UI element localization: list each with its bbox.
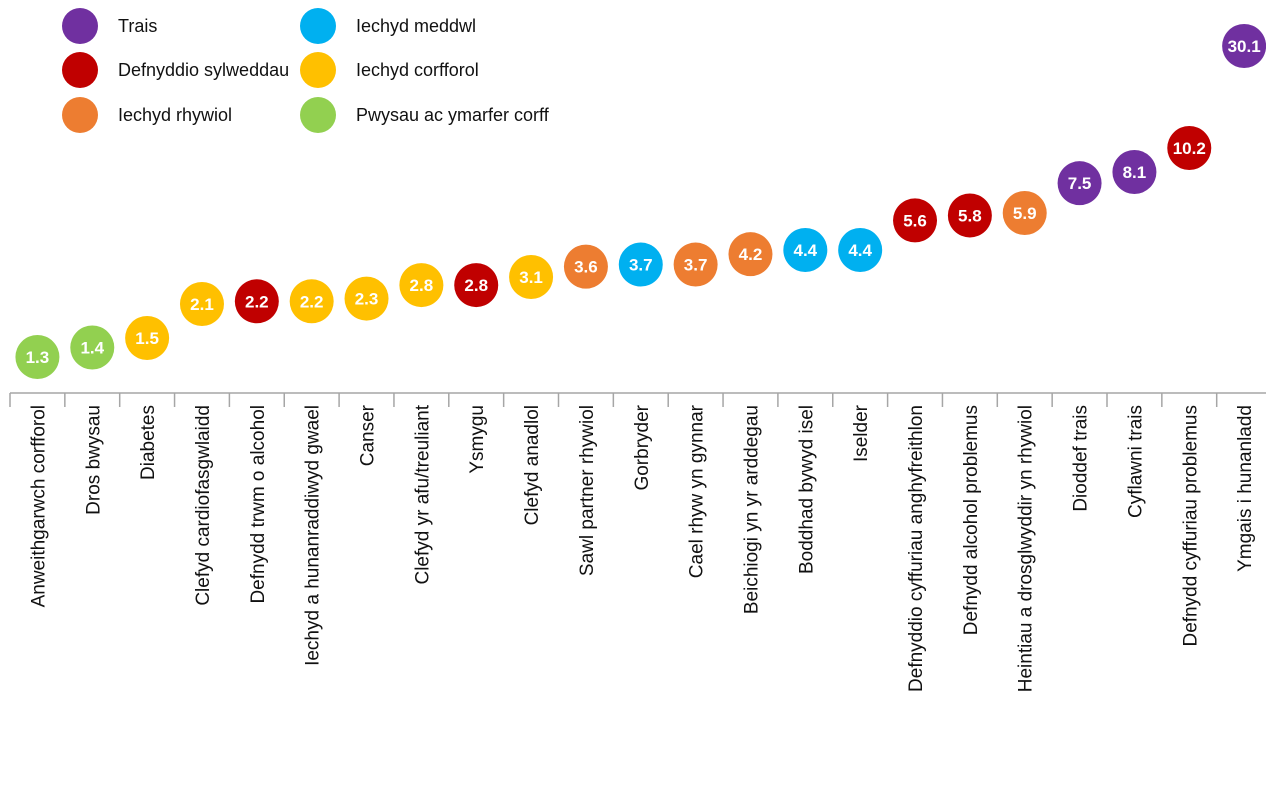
data-label: 1.4	[80, 339, 104, 358]
data-label: 10.2	[1173, 139, 1206, 158]
data-point	[728, 232, 773, 277]
x-tick-label: Ymgais i hunanladd	[1235, 405, 1256, 572]
data-label: 5.6	[903, 211, 927, 230]
data-point	[344, 276, 389, 321]
data-label: 3.7	[629, 256, 653, 275]
data-point	[838, 228, 883, 272]
data-label: 3.7	[684, 256, 708, 275]
data-label: 2.8	[410, 276, 434, 295]
x-tick-label: Clefyd anadlol	[522, 405, 543, 525]
data-point	[399, 263, 444, 308]
legend-swatch-icon	[300, 8, 336, 44]
data-point	[1112, 150, 1157, 194]
data-point	[454, 263, 499, 308]
data-label: 4.4	[848, 241, 872, 260]
x-tick-label: Clefyd yr afu/treuliant	[412, 404, 433, 584]
data-label: 4.2	[739, 245, 763, 264]
data-point	[893, 198, 938, 243]
legend-item-iechyd-corfforol: Iechyd corfforol	[300, 52, 479, 88]
x-tick-label: Clefyd cardiofasgwlaidd	[193, 405, 214, 606]
data-point	[289, 279, 334, 324]
legend-swatch-icon	[300, 52, 336, 88]
legend-label: Iechyd meddwl	[356, 15, 477, 36]
legend-swatch-icon	[62, 8, 98, 44]
legend-item-pwysau-ac-ymarfer-corff: Pwysau ac ymarfer corff	[300, 97, 549, 133]
x-tick-label: Defnydd trwm o alcohol	[248, 405, 269, 604]
x-tick-label: Defnydd cyffuriau problemus	[1180, 405, 1201, 647]
x-tick-label: Boddhad bywyd isel	[796, 405, 817, 574]
data-label: 7.5	[1068, 174, 1092, 193]
x-tick-label: Ysmygu	[467, 405, 488, 474]
data-point	[15, 335, 60, 379]
data-point	[947, 193, 992, 238]
data-label: 30.1	[1228, 37, 1261, 56]
data-label: 2.2	[245, 292, 269, 311]
data-point	[125, 316, 170, 360]
data-label: 2.1	[190, 295, 214, 314]
x-tick-label: Canser	[358, 404, 379, 466]
x-tick-label: Gorbryder	[632, 404, 653, 490]
x-tick-label: Beichiogi yn yr arddegau	[741, 405, 762, 614]
legend-swatch-icon	[62, 97, 98, 133]
x-tick-label: Dros bwysau	[83, 405, 104, 515]
data-point	[509, 255, 554, 299]
legend-item-iechyd-meddwl: Iechyd meddwl	[300, 8, 476, 44]
data-point	[1222, 24, 1266, 68]
legend-item-trais: Trais	[62, 8, 157, 44]
data-point	[234, 279, 279, 324]
x-tick-label: Cael rhyw yn gynnar	[687, 404, 708, 578]
x-tick-label: Iselder	[851, 404, 872, 462]
data-label: 8.1	[1123, 163, 1147, 182]
legend-label: Iechyd corfforol	[356, 59, 479, 80]
x-tick-label: Dioddef trais	[1071, 405, 1092, 512]
x-tick-label: Diabetes	[138, 405, 159, 480]
data-label: 5.9	[1013, 204, 1037, 223]
data-label: 2.3	[355, 290, 379, 309]
data-label: 3.1	[519, 268, 543, 287]
data-point	[618, 242, 663, 287]
legend-label: Iechyd rhywiol	[118, 104, 233, 125]
legend-label: Pwysau ac ymarfer corff	[356, 104, 549, 125]
data-point	[673, 242, 718, 287]
data-label: 2.2	[300, 292, 324, 311]
x-tick-label: Heintiau a drosglwyddir yn rhywiol	[1016, 405, 1037, 692]
data-label: 5.8	[958, 206, 982, 225]
data-point	[783, 228, 828, 272]
x-tick-label: Defnyddio cyffuriau anghyfreithlon	[906, 405, 927, 692]
legend-swatch-icon	[62, 52, 98, 88]
x-tick-label: Defnydd alcohol problemus	[961, 405, 982, 635]
data-point	[1057, 161, 1102, 206]
data-point	[563, 244, 608, 289]
legend-label: Defnyddio sylweddau	[118, 59, 290, 80]
data-label: 2.8	[464, 276, 488, 295]
data-label: 3.6	[574, 258, 598, 277]
data-point	[1167, 126, 1212, 170]
legend-item-defnyddio-sylweddau: Defnyddio sylweddau	[62, 52, 289, 88]
data-label: 1.5	[135, 329, 159, 348]
data-point	[1002, 191, 1047, 235]
x-tick-label: Sawl partner rhywiol	[577, 405, 598, 576]
data-label: 1.3	[26, 348, 50, 367]
x-tick-label: Anweithgarwch corfforol	[28, 405, 49, 607]
data-point	[70, 325, 115, 370]
legend-swatch-icon	[300, 97, 336, 133]
data-label: 4.4	[794, 241, 818, 260]
legend-item-iechyd-rhywiol: Iechyd rhywiol	[62, 97, 232, 133]
x-tick-label: Iechyd a hunanraddiwyd gwael	[303, 405, 324, 666]
data-point	[179, 282, 224, 326]
legend-label: Trais	[118, 15, 158, 36]
x-tick-label: Cyflawni trais	[1125, 405, 1146, 518]
